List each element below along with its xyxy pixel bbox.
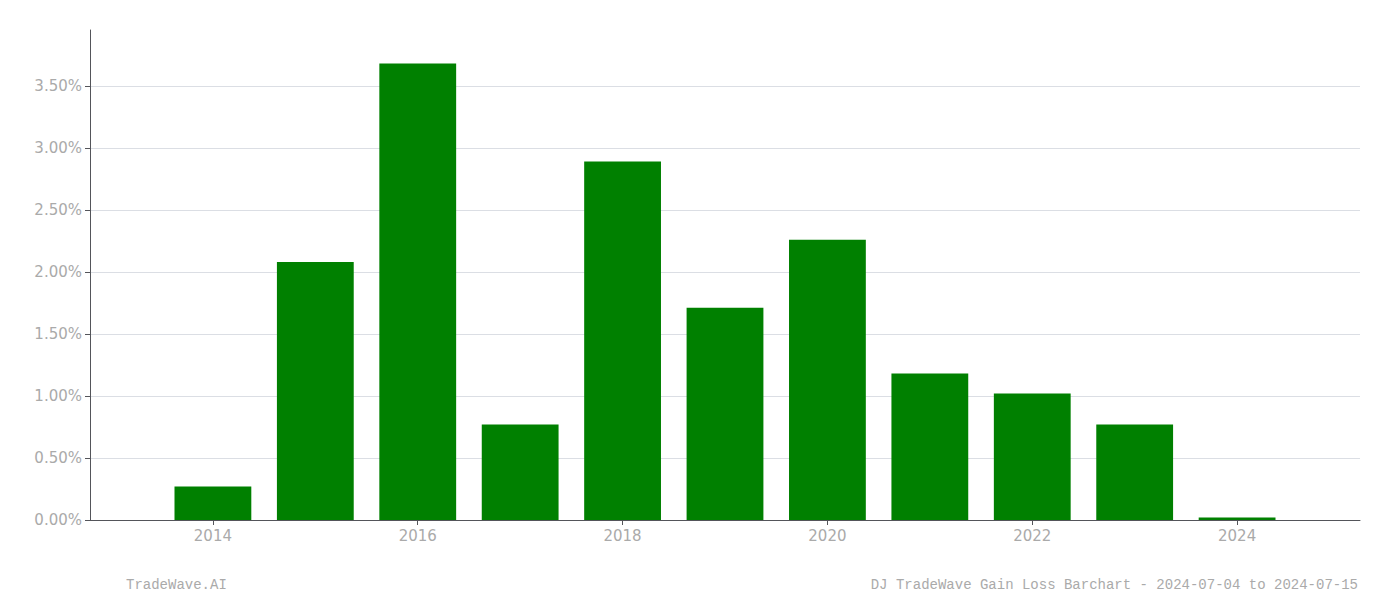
svg-text:2016: 2016 [399,527,437,545]
svg-text:TradeWave.AI: TradeWave.AI [126,577,227,593]
svg-text:2.00%: 2.00% [34,263,82,281]
svg-text:DJ TradeWave Gain Loss Barchar: DJ TradeWave Gain Loss Barchart - 2024-0… [871,577,1358,593]
svg-text:2018: 2018 [603,527,641,545]
svg-text:2020: 2020 [808,527,846,545]
svg-text:2024: 2024 [1218,527,1256,545]
svg-text:1.50%: 1.50% [34,325,82,343]
svg-text:0.50%: 0.50% [34,449,82,467]
svg-text:2014: 2014 [194,527,232,545]
svg-text:3.50%: 3.50% [34,77,82,95]
svg-text:0.00%: 0.00% [34,511,82,529]
svg-text:2022: 2022 [1013,527,1051,545]
svg-text:3.00%: 3.00% [34,139,82,157]
svg-text:1.00%: 1.00% [34,387,82,405]
svg-text:2.50%: 2.50% [34,201,82,219]
